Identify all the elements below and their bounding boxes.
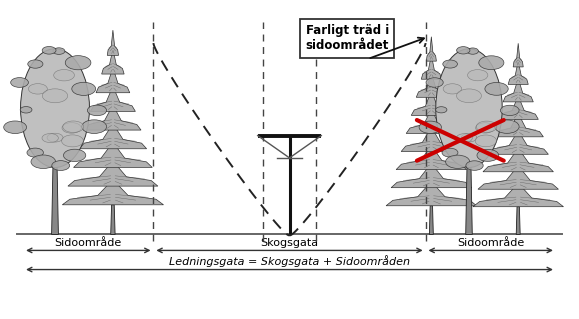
Circle shape <box>20 107 32 113</box>
Polygon shape <box>422 55 441 79</box>
Polygon shape <box>74 142 152 167</box>
Circle shape <box>47 133 63 142</box>
Polygon shape <box>493 113 543 137</box>
Circle shape <box>461 133 477 142</box>
Circle shape <box>82 120 107 133</box>
Polygon shape <box>386 181 477 206</box>
Circle shape <box>27 148 43 157</box>
Circle shape <box>477 149 499 161</box>
Text: Skogsgata: Skogsgata <box>261 238 318 248</box>
Polygon shape <box>498 96 538 119</box>
Polygon shape <box>483 148 554 172</box>
Circle shape <box>475 135 497 147</box>
Polygon shape <box>513 43 523 67</box>
Polygon shape <box>503 78 533 102</box>
Circle shape <box>443 84 461 94</box>
Text: Ledningsgata = Skogsgata + Sidoområden: Ledningsgata = Skogsgata + Sidoområden <box>169 255 410 267</box>
Circle shape <box>456 134 472 143</box>
Circle shape <box>446 155 470 168</box>
Polygon shape <box>107 30 119 56</box>
Circle shape <box>3 121 27 134</box>
Polygon shape <box>508 61 528 85</box>
Polygon shape <box>473 183 563 207</box>
Polygon shape <box>516 207 520 234</box>
Circle shape <box>72 82 96 95</box>
Circle shape <box>479 56 504 70</box>
Circle shape <box>64 149 86 161</box>
Text: Farligt träd i
sidoområdet: Farligt träd i sidoområdet <box>306 24 389 52</box>
Circle shape <box>485 82 508 95</box>
Circle shape <box>426 78 443 87</box>
Circle shape <box>435 107 447 113</box>
Text: Sidoområde: Sidoområde <box>54 238 122 248</box>
Circle shape <box>500 105 519 115</box>
Circle shape <box>443 60 457 68</box>
Circle shape <box>475 123 494 133</box>
Circle shape <box>457 47 470 54</box>
Circle shape <box>495 120 519 133</box>
Polygon shape <box>63 180 163 205</box>
Polygon shape <box>411 91 452 115</box>
Circle shape <box>42 134 58 143</box>
Circle shape <box>63 121 84 132</box>
Circle shape <box>419 121 441 133</box>
Circle shape <box>456 89 481 103</box>
Polygon shape <box>426 37 437 61</box>
Polygon shape <box>396 145 467 170</box>
Circle shape <box>442 148 458 157</box>
Polygon shape <box>478 166 559 189</box>
Polygon shape <box>488 131 548 154</box>
Polygon shape <box>90 86 135 111</box>
Polygon shape <box>85 105 141 130</box>
Circle shape <box>42 89 68 103</box>
Circle shape <box>28 60 43 68</box>
Circle shape <box>42 47 56 54</box>
Polygon shape <box>68 161 158 186</box>
Polygon shape <box>406 109 456 133</box>
Circle shape <box>10 78 28 87</box>
Polygon shape <box>466 162 472 234</box>
Circle shape <box>87 105 107 116</box>
Circle shape <box>62 122 81 133</box>
Circle shape <box>466 161 483 170</box>
Polygon shape <box>96 68 130 93</box>
Polygon shape <box>401 127 461 152</box>
Ellipse shape <box>21 49 89 167</box>
Polygon shape <box>52 162 58 234</box>
Circle shape <box>52 161 69 170</box>
Circle shape <box>61 135 83 147</box>
Circle shape <box>31 155 56 168</box>
Text: Sidoområde: Sidoområde <box>457 238 525 248</box>
Circle shape <box>28 84 47 94</box>
Polygon shape <box>391 163 472 188</box>
Circle shape <box>65 56 91 70</box>
Circle shape <box>467 48 478 54</box>
Polygon shape <box>102 49 124 74</box>
Polygon shape <box>416 73 446 97</box>
Polygon shape <box>111 205 115 234</box>
Circle shape <box>477 121 497 132</box>
Circle shape <box>54 70 75 81</box>
Circle shape <box>468 70 488 81</box>
Circle shape <box>53 48 65 55</box>
Polygon shape <box>79 123 146 149</box>
Polygon shape <box>430 206 433 234</box>
Ellipse shape <box>436 49 502 167</box>
